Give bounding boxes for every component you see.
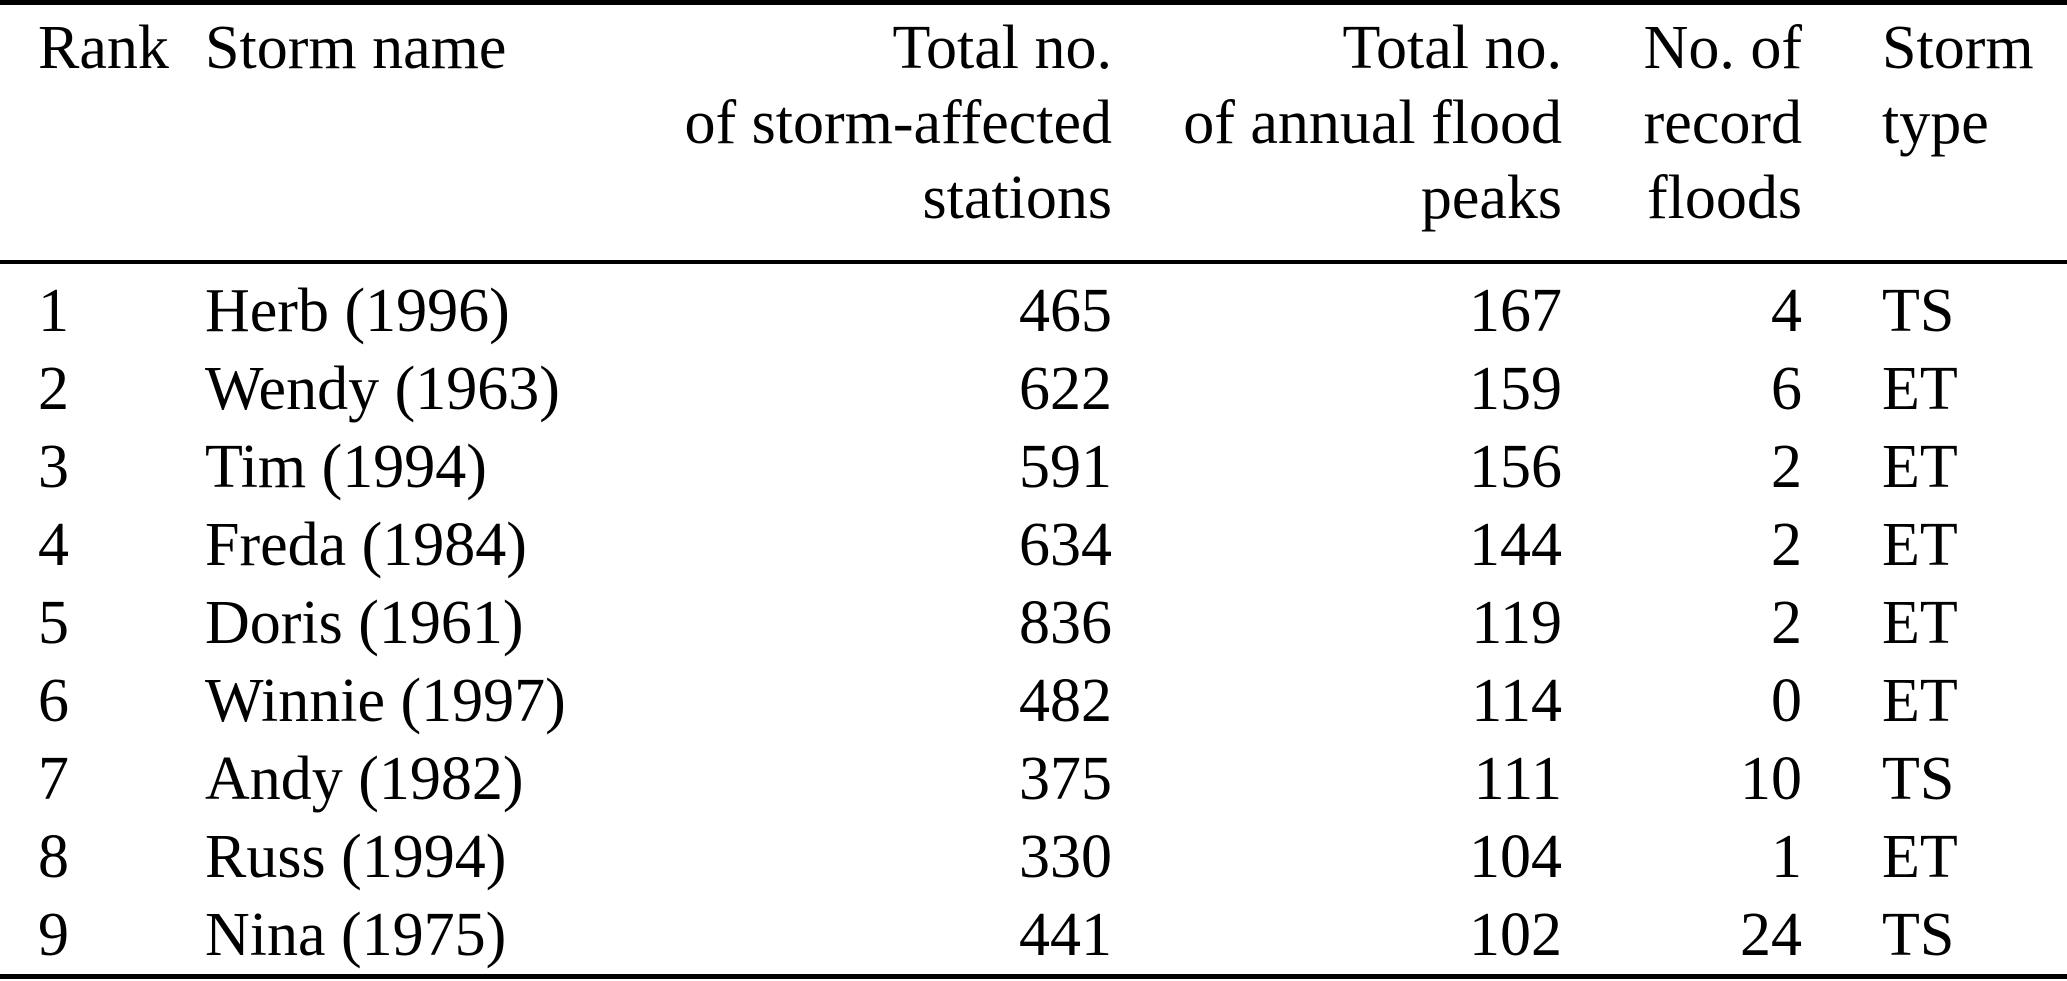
column-header-peaks: Total no. of annual flood peaks	[1112, 3, 1562, 263]
cell-storm-type: ET	[1882, 823, 1958, 891]
header-row: Rank Storm name Total no. of storm-affec…	[0, 3, 2067, 263]
table-header: Rank Storm name Total no. of storm-affec…	[0, 3, 2067, 263]
column-header-rank: Rank	[0, 3, 205, 263]
cell-storm-name: Winnie (1997)	[205, 667, 566, 735]
cell-storm-name: Freda (1984)	[205, 511, 527, 579]
cell-rank: 9	[38, 901, 69, 969]
cell-peaks: 111	[1473, 745, 1562, 813]
cell-record-floods: 24	[1740, 901, 1802, 969]
cell-storm-type: TS	[1882, 745, 1955, 813]
header-line: Total no.	[1342, 14, 1562, 82]
cell-record-floods: 10	[1740, 745, 1802, 813]
cell-record-floods: 2	[1771, 433, 1802, 501]
cell-record-floods: 2	[1771, 589, 1802, 657]
cell-storm-name: Doris (1961)	[205, 589, 524, 657]
cell-peaks: 119	[1471, 589, 1562, 657]
cell-peaks: 144	[1469, 511, 1562, 579]
cell-peaks: 167	[1469, 277, 1562, 345]
cell-stations: 465	[1019, 277, 1112, 345]
cell-stations: 441	[1019, 901, 1112, 969]
header-line: of storm-affected	[684, 89, 1113, 157]
cell-stations: 591	[1019, 433, 1112, 501]
header-line: No. of	[1643, 14, 1802, 82]
cell-rank: 8	[38, 823, 69, 891]
cell-storm-type: TS	[1882, 277, 1955, 345]
cell-record-floods: 4	[1771, 277, 1802, 345]
header-line: Storm name	[205, 14, 507, 82]
header-line: type	[1882, 89, 1989, 157]
table-body: 1 Herb (1996) 465 167 4 TS 2 Wendy (1963…	[0, 262, 2067, 977]
cell-storm-type: ET	[1882, 589, 1958, 657]
cell-peaks: 102	[1469, 901, 1562, 969]
cell-storm-type: ET	[1882, 355, 1958, 423]
cell-stations: 622	[1019, 355, 1112, 423]
cell-storm-name: Andy (1982)	[205, 745, 524, 813]
cell-stations: 482	[1019, 667, 1112, 735]
cell-record-floods: 1	[1771, 823, 1802, 891]
cell-peaks: 156	[1469, 433, 1562, 501]
table-row: 2 Wendy (1963) 622 159 6 ET	[0, 350, 2067, 428]
cell-stations: 836	[1019, 589, 1112, 657]
cell-rank: 5	[38, 589, 69, 657]
header-line: floods	[1647, 164, 1802, 232]
cell-record-floods: 0	[1771, 667, 1802, 735]
table-row: 1 Herb (1996) 465 167 4 TS	[0, 262, 2067, 350]
column-header-record-floods: No. of record floods	[1562, 3, 1802, 263]
cell-storm-type: ET	[1882, 433, 1958, 501]
table-row: 4 Freda (1984) 634 144 2 ET	[0, 506, 2067, 584]
cell-record-floods: 6	[1771, 355, 1802, 423]
cell-peaks: 159	[1469, 355, 1562, 423]
table-row: 6 Winnie (1997) 482 114 0 ET	[0, 662, 2067, 740]
cell-peaks: 104	[1469, 823, 1562, 891]
header-line: record	[1643, 89, 1802, 157]
table-row: 7 Andy (1982) 375 111 10 TS	[0, 740, 2067, 818]
cell-stations: 375	[1019, 745, 1112, 813]
header-line: peaks	[1420, 164, 1562, 232]
column-header-storm-type: Storm type	[1802, 3, 2067, 263]
cell-rank: 2	[38, 355, 69, 423]
cell-storm-type: ET	[1882, 667, 1958, 735]
cell-record-floods: 2	[1771, 511, 1802, 579]
header-line: stations	[922, 164, 1112, 232]
cell-storm-type: ET	[1882, 511, 1958, 579]
cell-rank: 1	[38, 277, 69, 345]
cell-storm-name: Tim (1994)	[205, 433, 487, 501]
cell-storm-name: Russ (1994)	[205, 823, 507, 891]
cell-storm-name: Wendy (1963)	[205, 355, 560, 423]
column-header-stations: Total no. of storm-affected stations	[640, 3, 1113, 263]
cell-storm-name: Herb (1996)	[205, 277, 510, 345]
cell-storm-name: Nina (1975)	[205, 901, 507, 969]
table-row: 3 Tim (1994) 591 156 2 ET	[0, 428, 2067, 506]
cell-storm-type: TS	[1882, 901, 1955, 969]
table-row: 5 Doris (1961) 836 119 2 ET	[0, 584, 2067, 662]
header-line: Rank	[38, 14, 169, 82]
cell-peaks: 114	[1471, 667, 1562, 735]
cell-rank: 7	[38, 745, 69, 813]
table-row: 9 Nina (1975) 441 102 24 TS	[0, 896, 2067, 977]
header-line: Total no.	[892, 14, 1112, 82]
cell-rank: 3	[38, 433, 69, 501]
cell-stations: 330	[1019, 823, 1112, 891]
header-line: Storm	[1882, 14, 2034, 82]
column-header-storm-name: Storm name	[205, 3, 640, 263]
cell-rank: 4	[38, 511, 69, 579]
header-line: of annual flood	[1183, 89, 1562, 157]
cell-stations: 634	[1019, 511, 1112, 579]
cell-rank: 6	[38, 667, 69, 735]
table-row: 8 Russ (1994) 330 104 1 ET	[0, 818, 2067, 896]
